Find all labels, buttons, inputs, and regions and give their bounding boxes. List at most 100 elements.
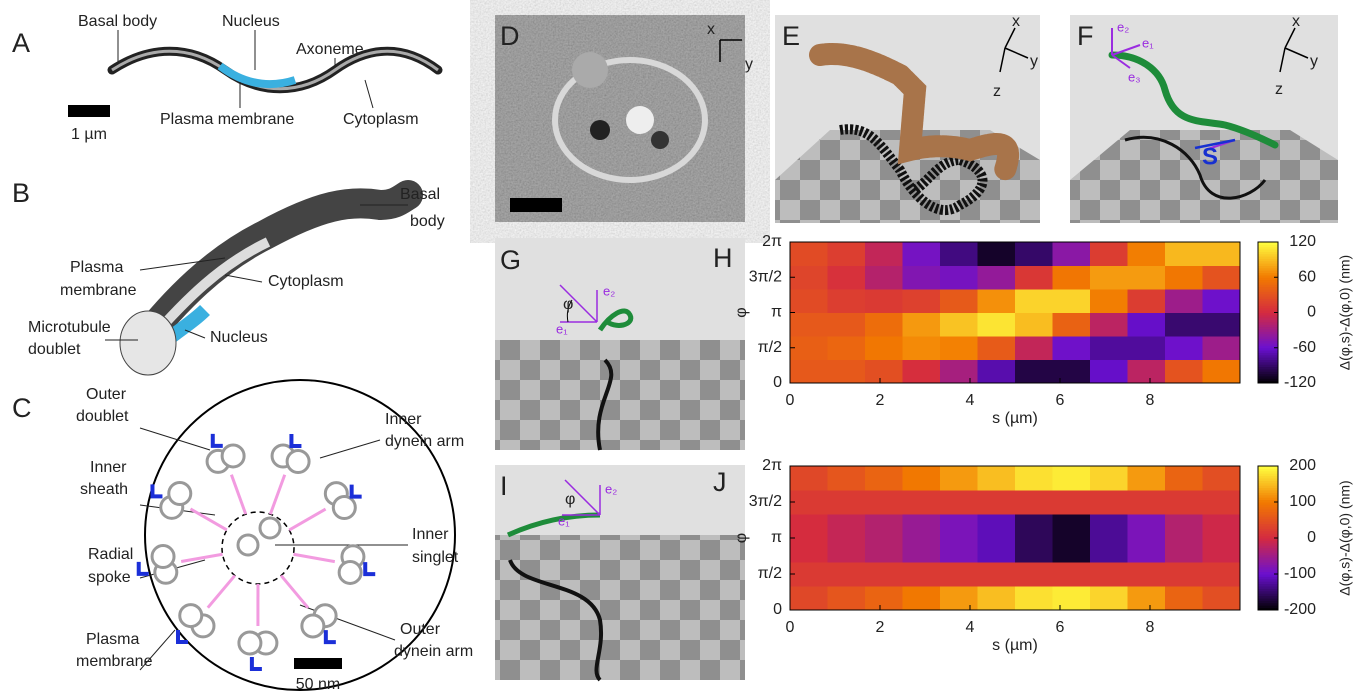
heatmap-cell bbox=[940, 242, 978, 266]
label: doublet bbox=[28, 341, 81, 358]
heatmap-cell bbox=[977, 312, 1016, 337]
vector-label: e₃ bbox=[1128, 69, 1141, 84]
label: Nucleus bbox=[222, 13, 280, 30]
colorbar-step bbox=[1258, 312, 1278, 316]
heatmap-cell bbox=[865, 289, 903, 313]
heatmap-cell bbox=[1127, 312, 1166, 337]
colorbar-step bbox=[1258, 533, 1278, 537]
y-tick-label: 0 bbox=[773, 601, 782, 618]
colorbar-step bbox=[1258, 354, 1278, 358]
y-tick-label: 3π/2 bbox=[749, 268, 782, 285]
heatmap-cell bbox=[1165, 514, 1203, 539]
y-tick-label: 0 bbox=[773, 374, 782, 391]
colorbar-step bbox=[1258, 506, 1278, 510]
colorbar-step bbox=[1258, 291, 1278, 295]
colorbar-step bbox=[1258, 576, 1278, 580]
panel-e: E x y z bbox=[775, 13, 1040, 223]
heatmap-cell bbox=[977, 586, 1016, 611]
heatmap-cell bbox=[1165, 312, 1203, 337]
colorbar-step bbox=[1258, 258, 1278, 262]
heatmap-cell bbox=[827, 242, 866, 266]
panel-letter: J bbox=[713, 467, 727, 497]
colorbar-step bbox=[1258, 373, 1278, 377]
panel-letter: I bbox=[500, 471, 508, 501]
colorbar-step bbox=[1258, 331, 1278, 335]
colorbar-step bbox=[1258, 540, 1278, 544]
heatmap-cell bbox=[827, 562, 866, 587]
y-axis-label: φ bbox=[733, 533, 750, 543]
colorbar-tick-label: 60 bbox=[1298, 268, 1316, 285]
heatmap-cell bbox=[1015, 466, 1053, 491]
x-axis-label: s (µm) bbox=[992, 637, 1038, 654]
x-tick-label: 6 bbox=[1056, 392, 1065, 409]
centerline bbox=[597, 308, 634, 332]
colorbar-tick-label: 0 bbox=[1307, 304, 1316, 321]
label: Radial bbox=[88, 546, 133, 563]
heatmap-cell bbox=[1165, 466, 1203, 491]
x-tick-label: 4 bbox=[966, 392, 975, 409]
colorbar-step bbox=[1258, 253, 1278, 257]
colorbar-step bbox=[1258, 583, 1278, 587]
nucleus bbox=[217, 62, 297, 89]
doublet bbox=[300, 613, 326, 639]
colorbar-step bbox=[1258, 605, 1278, 609]
colorbar-step bbox=[1258, 607, 1278, 611]
colorbar-step bbox=[1258, 526, 1278, 529]
heatmap-cell bbox=[940, 289, 978, 313]
dynein-arm bbox=[323, 630, 336, 645]
heatmap-cell bbox=[1165, 586, 1203, 611]
colorbar-tick-label: 120 bbox=[1289, 233, 1316, 250]
colorbar-step bbox=[1258, 516, 1278, 520]
doublet bbox=[220, 443, 246, 469]
colorbar-step bbox=[1258, 602, 1278, 606]
label: Outer bbox=[400, 621, 441, 638]
colorbar-step bbox=[1258, 509, 1278, 513]
label: Plasma bbox=[86, 631, 139, 648]
colorbar-step bbox=[1258, 267, 1278, 271]
colorbar-step bbox=[1258, 286, 1278, 290]
colorbar-step bbox=[1258, 502, 1278, 505]
colorbar-step bbox=[1258, 514, 1278, 517]
dynein-arm bbox=[349, 484, 362, 499]
panel-f: F e₁ e₂ e₃ S x y z bbox=[1070, 13, 1338, 223]
colorbar-step bbox=[1258, 366, 1278, 370]
label: Inner bbox=[412, 526, 449, 543]
heatmap-cell bbox=[902, 336, 941, 360]
doublet bbox=[237, 630, 263, 656]
heatmap-cell bbox=[1165, 490, 1203, 515]
label: Inner bbox=[90, 459, 127, 476]
heatmap-cell bbox=[1052, 336, 1091, 360]
shadow bbox=[508, 559, 603, 682]
colorbar-step bbox=[1258, 326, 1278, 330]
heatmap-cell bbox=[940, 359, 978, 384]
radial-spoke bbox=[229, 474, 248, 515]
colorbar-step bbox=[1258, 535, 1278, 539]
y-tick-label: π bbox=[771, 529, 782, 546]
label: spoke bbox=[88, 569, 131, 586]
label: Plasma bbox=[70, 259, 123, 276]
plasma-membrane bbox=[144, 379, 456, 691]
heatmap-cell bbox=[790, 514, 828, 539]
heatmap-cell bbox=[1202, 359, 1241, 384]
colorbar-tick-label: -120 bbox=[1284, 374, 1316, 391]
heatmap-cell bbox=[1202, 242, 1241, 266]
panel-letter: C bbox=[12, 393, 32, 423]
axis-label: z bbox=[993, 83, 1001, 100]
heatmap-cell bbox=[1015, 289, 1053, 313]
colorbar-label: Δ(φ,s)-Δ(φ,0) (nm) bbox=[1337, 480, 1353, 595]
heatmap-cell bbox=[1165, 538, 1203, 563]
colorbar-step bbox=[1258, 272, 1278, 276]
radial-spoke bbox=[288, 507, 327, 532]
heatmap-cell bbox=[1090, 336, 1128, 360]
colorbar-step bbox=[1258, 321, 1278, 325]
heatmap-cell bbox=[1202, 336, 1241, 360]
colorbar-step bbox=[1258, 352, 1278, 356]
colorbar-step bbox=[1258, 371, 1278, 375]
inner-singlet bbox=[236, 533, 260, 557]
colorbar-label: Δ(φ,s)-Δ(φ,0) (nm) bbox=[1337, 255, 1353, 370]
heatmap-cell bbox=[1127, 359, 1166, 384]
heatmap-cell bbox=[827, 359, 866, 384]
colorbar-step bbox=[1258, 497, 1278, 501]
heatmap-cell bbox=[1015, 242, 1053, 266]
heatmap-cell bbox=[1052, 586, 1091, 611]
